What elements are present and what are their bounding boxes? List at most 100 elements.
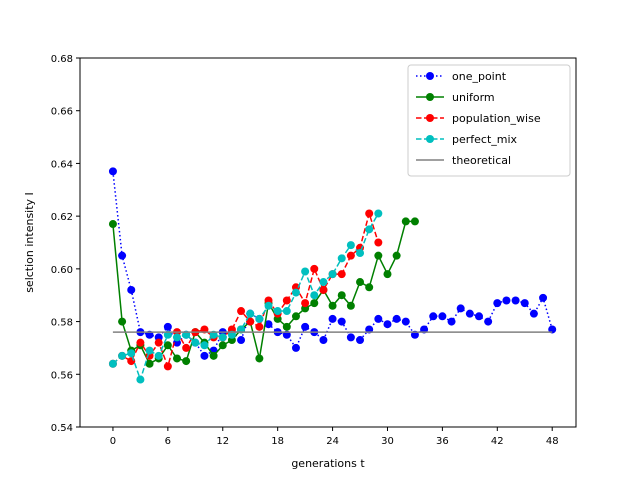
legend-entry: theoretical [416,154,511,167]
data-point [374,314,383,323]
y-tick-label: 0.68 [51,54,73,65]
data-point [328,301,337,310]
data-point [502,296,511,305]
data-point [127,357,136,366]
data-point [291,343,300,352]
data-point [200,341,209,350]
y-tick-label: 0.54 [51,423,73,434]
data-point [401,217,410,226]
legend-box [407,64,571,177]
x-tick-label: 36 [436,436,449,447]
x-tick-label: 42 [491,436,504,447]
data-point [282,296,291,305]
data-point [529,309,538,318]
data-point [237,336,246,345]
data-point [539,293,548,302]
data-point [301,267,310,276]
data-point [127,349,136,358]
legend-entry: one_point [416,70,507,83]
data-point [365,209,374,218]
data-point [191,338,200,347]
data-point [154,351,163,360]
legend-marker [426,114,434,122]
data-point [465,309,474,318]
y-tick-label: 0.56 [51,370,73,381]
x-tick-label: 18 [271,436,284,447]
data-point [383,320,392,329]
x-tick-label: 0 [110,436,116,447]
y-tick-label: 0.62 [51,212,73,223]
data-point [365,283,374,292]
data-point [118,317,127,326]
data-point [173,333,182,342]
data-point [401,317,410,326]
data-point [282,322,291,331]
data-point [337,317,346,326]
series-layer [108,167,557,384]
data-point [173,354,182,363]
data-point [163,362,172,371]
data-point [246,309,255,318]
data-point [374,251,383,260]
data-point [520,299,529,308]
data-point [273,307,282,316]
data-point [319,336,328,345]
legend-entry: uniform [416,91,495,104]
y-axis-label: selction intensity I [23,192,36,293]
data-point [447,317,456,326]
x-tick-label: 12 [216,436,229,447]
data-point [255,314,264,323]
y-tick-label: 0.60 [51,265,73,276]
data-point [337,254,346,263]
data-point [337,291,346,300]
data-point [328,314,337,323]
data-point [310,299,319,308]
y-tick-label: 0.58 [51,318,73,329]
data-point [429,312,438,321]
data-point [356,278,365,287]
data-point [108,167,117,176]
data-point [255,322,264,331]
x-tick-label: 48 [546,436,559,447]
data-point [511,296,520,305]
data-point [346,333,355,342]
data-point [392,251,401,260]
x-tick-label: 6 [165,436,171,447]
data-point [145,359,154,368]
data-point [118,351,127,360]
data-point [410,217,419,226]
data-point [291,288,300,297]
data-point [237,307,246,316]
x-tick-label: 24 [326,436,339,447]
legend-label: uniform [452,91,495,104]
y-tick-label: 0.64 [51,159,73,170]
data-point [209,351,218,360]
legend-entry: perfect_mix [416,133,518,146]
data-point [356,249,365,258]
data-point [182,357,191,366]
data-point [108,359,117,368]
data-point [310,264,319,273]
x-tick-label: 30 [381,436,394,447]
data-point [374,209,383,218]
data-point [145,346,154,355]
data-point [163,341,172,350]
data-point [136,375,145,384]
data-point [301,299,310,308]
y-axis-ticks: 0.54 0.56 0.58 0.60 0.62 0.64 0.66 0.68 [51,54,80,434]
data-point [392,314,401,323]
data-point [328,270,337,279]
data-point [291,312,300,321]
x-axis-label: generations t [291,457,365,470]
data-point [383,270,392,279]
data-point [493,299,502,308]
legend-marker [426,72,434,80]
data-point [154,338,163,347]
data-point [374,238,383,247]
legend-label: population_wise [452,112,541,125]
data-point [319,278,328,287]
legend-marker [426,135,434,143]
data-point [118,251,127,260]
